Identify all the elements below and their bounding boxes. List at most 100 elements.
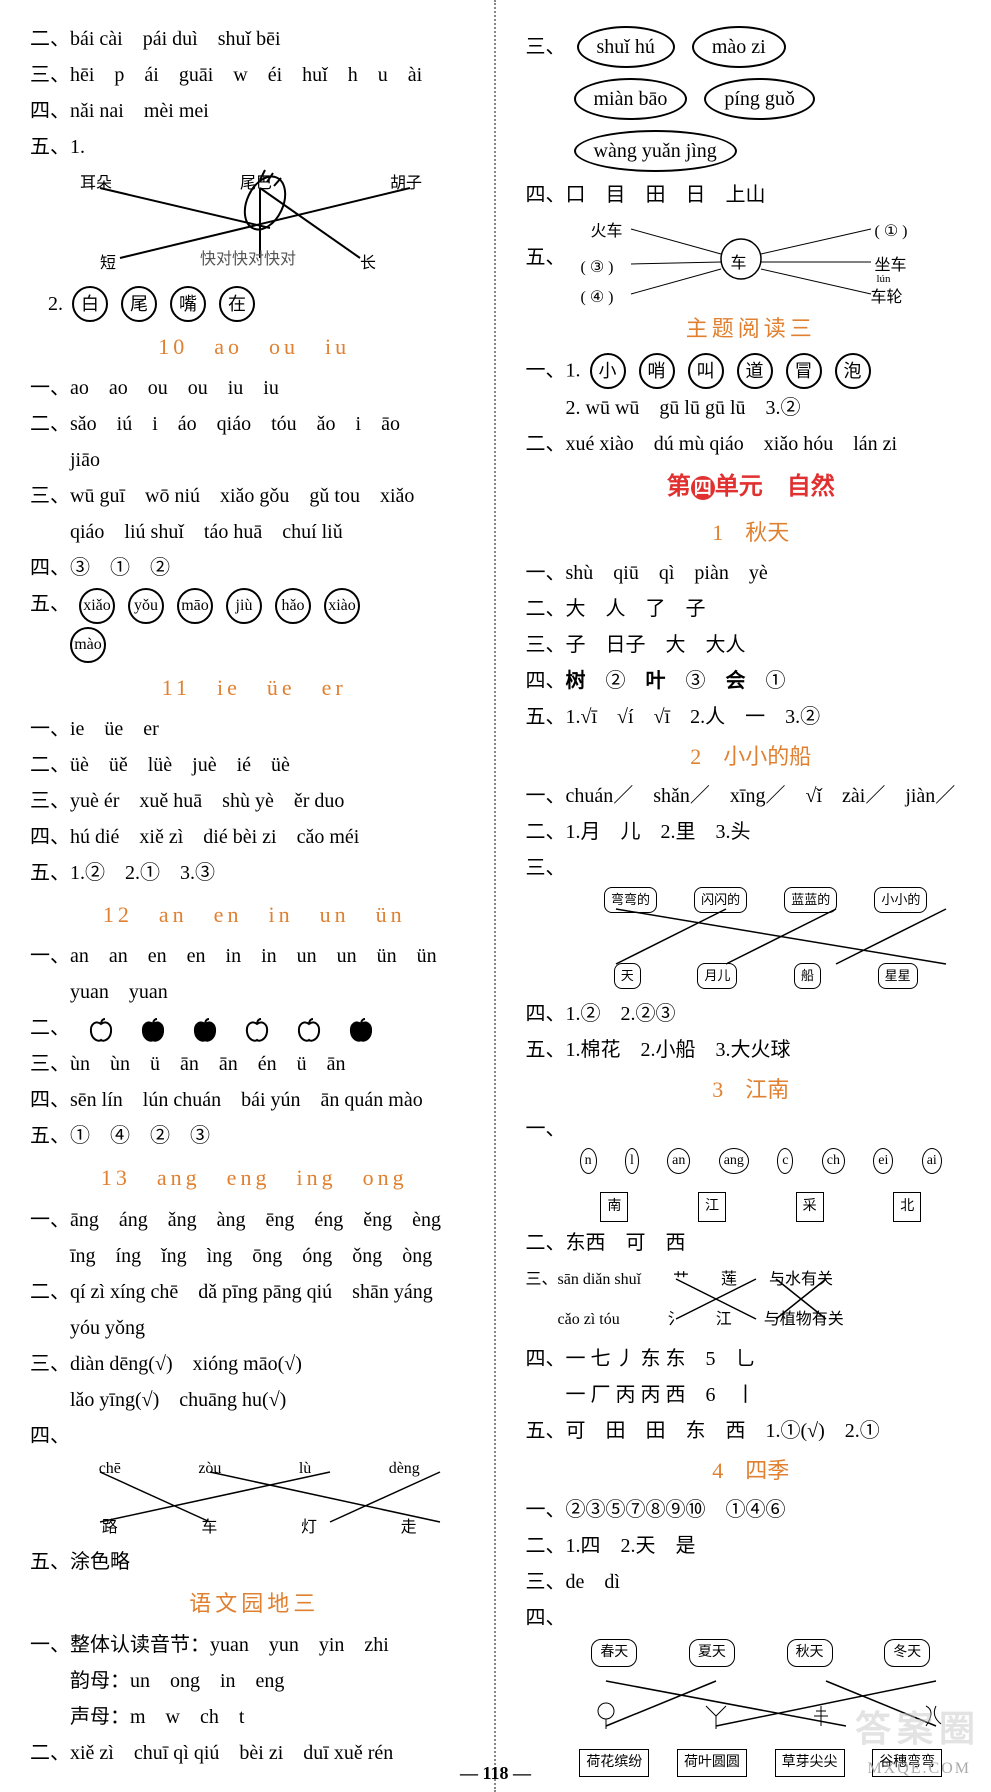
match-label: 星星: [878, 963, 918, 989]
text-line: 五、1.√ī √í √ī 2.人 一 3.②: [526, 700, 977, 734]
text-line: 四、sēn lín lún chuán bái yún ān quán mào: [30, 1083, 479, 1117]
season-label: 冬天: [884, 1639, 930, 1667]
pinyin-option: ei: [873, 1148, 893, 1174]
text-line: 四、一 七 丿 东 东 5 乚: [526, 1342, 977, 1376]
text-line: īng íng ǐng ìng ōng óng ǒng òng: [30, 1239, 479, 1273]
section-title: 10 ao ou iu: [30, 328, 479, 365]
text-line: 二、sǎo iú i áo qiáo tóu ǎo i āo: [30, 407, 479, 441]
text-line: 一、②③⑤⑦⑧⑨⑩ ①④⑥: [526, 1493, 977, 1527]
text-line: 五、 xiǎo yǒu māo jiù hǎo xiào: [30, 587, 479, 624]
oval-word: píng guǒ: [704, 78, 815, 120]
circled-char: māo: [177, 588, 213, 624]
text-line: 2. wū wū gū lū gū lū 3.②: [526, 391, 977, 425]
pinyin-option: n: [580, 1148, 597, 1174]
vase-char: 江: [698, 1192, 726, 1222]
oval-word: wàng yuǎn jìng: [574, 130, 737, 172]
oval-word: miàn bāo: [574, 78, 688, 120]
circled-char: 道: [737, 353, 773, 389]
circled-char: 嘴: [170, 286, 206, 322]
circled-char: xiào: [324, 588, 360, 624]
unit-title: 第四单元 自然: [526, 467, 977, 508]
match-label: zòu: [198, 1455, 221, 1482]
text-line: 二、üè üě lüè juè ié üè: [30, 748, 479, 782]
text-line: 三、diàn dēng(√) xióng māo(√): [30, 1347, 479, 1381]
diagram-label: 三、sān diǎn shuǐ 艹 莲 与水有关: [526, 1266, 834, 1293]
label: 四、: [526, 1607, 566, 1629]
circled-char: 哨: [639, 353, 675, 389]
label: 五、: [30, 593, 70, 615]
text-line: 一、chuán／ shǎn／ xīng／ √ǐ zài／ jiàn／: [526, 779, 977, 813]
text-line: 五、1.棉花 2.小船 3.大火球: [526, 1033, 977, 1067]
text-line: 一 厂 丙 丙 西 6 丨: [526, 1378, 977, 1412]
apple-icon: [191, 1016, 219, 1044]
pinyin-match-diagram: chē zòu lù dèng 路 车 灯 走: [60, 1457, 479, 1537]
match-label: 闪闪的: [694, 887, 747, 913]
text-line: mào: [66, 626, 479, 663]
match-label: 月儿: [697, 963, 737, 989]
boat-match-diagram: 弯弯的 闪闪的 蓝蓝的 小小的 天 月儿 船 星星: [566, 889, 977, 989]
text-line: 声母：m w ch t: [30, 1700, 479, 1734]
match-label: 车: [201, 1514, 217, 1541]
watermark: 答案圈: [855, 1700, 981, 1752]
lesson-title: 1 秋天: [526, 514, 977, 551]
diagram-label: 车: [731, 250, 747, 277]
circled-char: 在: [219, 286, 255, 322]
label: 一、1.: [526, 360, 581, 382]
text-line: miàn bāo píng guǒ: [568, 74, 977, 124]
apple-icon: [347, 1016, 375, 1044]
match-label: dèng: [389, 1455, 420, 1482]
text-line: 五、1.② 2.① 3.③: [30, 856, 479, 890]
label: 2.: [48, 293, 63, 315]
vase-bottom-row: 南 江 采 北: [566, 1192, 957, 1222]
text-line: 一、ao ao ou ou iu iu: [30, 371, 479, 405]
text-line: 二、1.月 儿 2.里 3.头: [526, 815, 977, 849]
text-line: 二、bái cài pái duì shuǐ bēi: [30, 22, 479, 56]
oval-word: mào zi: [692, 26, 786, 68]
carrot-match-diagram: 耳朵 尾巴 胡子 短 快对快对快对 长: [60, 168, 479, 278]
circled-char: 叫: [688, 353, 724, 389]
text-line: wàng yuǎn jìng: [568, 126, 977, 176]
text-line: 一、āng áng ǎng àng ēng éng ěng èng: [30, 1203, 479, 1237]
circled-char: 冒: [786, 353, 822, 389]
text-line: 五、涂色略: [30, 1545, 479, 1579]
match-label: 小小的: [874, 887, 927, 913]
pinyin-option: ch: [822, 1148, 845, 1174]
text-line: qiáo liú shuǐ táo huā chuí liǔ: [30, 515, 479, 549]
pinyin-option: ai: [922, 1148, 942, 1174]
pinyin-option: ang: [719, 1148, 749, 1174]
vase-row: n l an ang c ch ei ai: [566, 1148, 957, 1174]
left-column: 二、bái cài pái duì shuǐ bēi 三、hēi p ái gu…: [0, 0, 496, 1792]
text-line: 一、an an en en in in un un ün ün: [30, 939, 479, 973]
text-line: 四、nǎi nai mèi mei: [30, 94, 479, 128]
apple-icon: [139, 1016, 167, 1044]
text-line: 四、树 ② 叶 ③ 会 ①: [526, 664, 977, 698]
text-line: 三、yuè ér xuě huā shù yè ěr duo: [30, 784, 479, 818]
section-title: 主题阅读三: [526, 310, 977, 347]
text-line: 五、可 田 田 东 西 1.①(√) 2.①: [526, 1414, 977, 1448]
text-line: 一、整体认读音节：yuan yun yin zhi: [30, 1628, 479, 1662]
match-label: 走: [401, 1514, 417, 1541]
site-mark: MXQE.COM: [867, 1760, 971, 1778]
diagram-label: 短: [100, 250, 116, 277]
lesson-title: 3 江南: [526, 1071, 977, 1108]
season-label: 夏天: [689, 1639, 735, 1667]
diagram-label: 长: [360, 250, 376, 277]
pinyin-option: c: [777, 1148, 793, 1174]
diagram-label: ④: [590, 289, 604, 306]
circled-char: xiǎo: [79, 588, 115, 624]
text-line: 四、③ ① ②: [30, 551, 479, 585]
label: 二、: [30, 1017, 70, 1039]
text-line: 四、: [30, 1419, 479, 1453]
season-label: 秋天: [787, 1639, 833, 1667]
car-diagram-row: 五、 火车 车 ( ① ) 坐车 ( ③ ) ( ④ ) 车轮 lú: [526, 214, 977, 304]
radical-match-diagram: 三、sān diǎn shuǐ 艹 莲 与水有关 cǎo zì tóu 氵 江 …: [526, 1264, 977, 1334]
vase-char: 采: [796, 1192, 824, 1222]
boat-diagram: 三、: [526, 851, 977, 885]
diagram-label: cǎo zì tóu 氵 江 与植物有关: [526, 1306, 844, 1333]
text-line: 四、1.② 2.②③: [526, 997, 977, 1031]
apple-icon: [87, 1016, 115, 1044]
lesson-title: 2 小小的船: [526, 738, 977, 775]
diagram-label: 火车: [591, 218, 623, 245]
text-line: 二、大 人 了 子: [526, 592, 977, 626]
seasons-top: 春天 夏天 秋天 冬天: [566, 1639, 957, 1667]
